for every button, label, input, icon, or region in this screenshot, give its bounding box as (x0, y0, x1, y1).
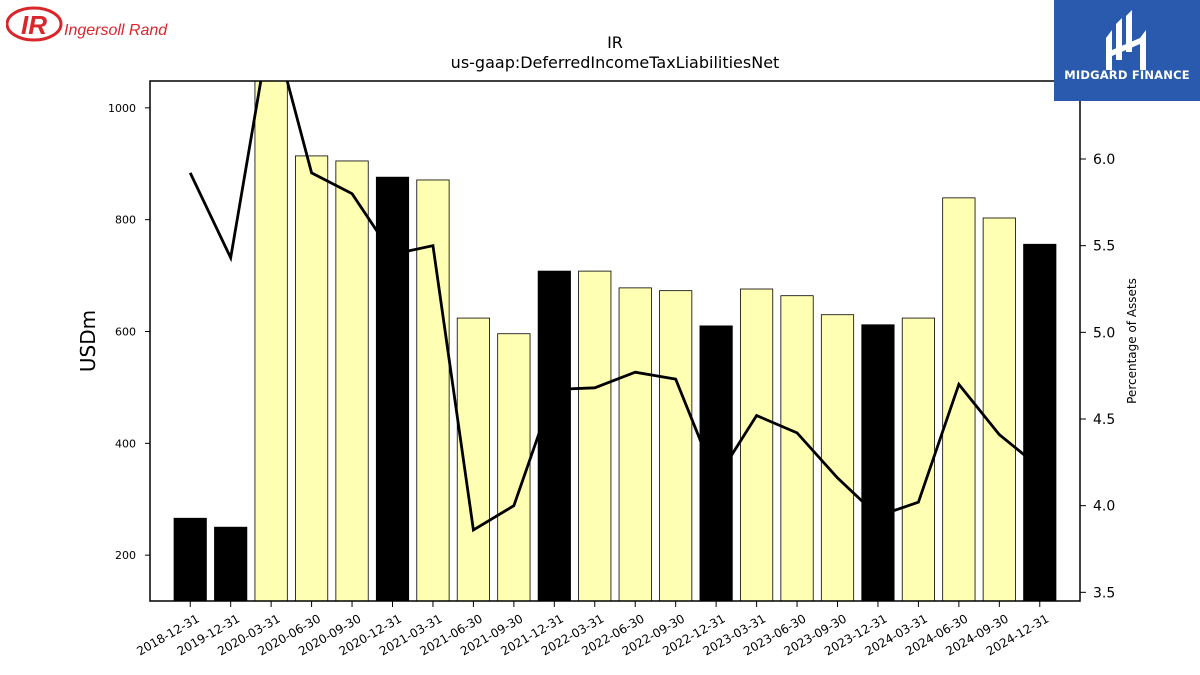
bar-2023-09-30 (820, 314, 855, 601)
y2-tick-label: 6.0 (1093, 152, 1115, 168)
bar-2024-12-31 (1023, 243, 1057, 601)
y-axis-label: USDm (76, 310, 100, 372)
y-tick-label: 800 (115, 214, 136, 227)
y2-tick-label: 5.0 (1093, 325, 1115, 341)
bar-2019-12-31 (214, 526, 248, 601)
y2-tick-label: 4.0 (1093, 499, 1115, 515)
company-logo-mark: IR (21, 10, 47, 40)
y-tick-label: 400 (115, 437, 136, 450)
company-logo-text: Ingersoll Rand (64, 22, 168, 39)
y-axis: 200 400 600 800 1000 (108, 102, 150, 562)
y-tick-label: 1000 (108, 102, 136, 115)
y2-tick-label: 4.5 (1093, 412, 1115, 428)
plot-frame (149, 80, 1081, 602)
publisher-name: MIDGARD FINANCE (1064, 68, 1190, 82)
bar-2022-03-31 (578, 270, 612, 601)
bar-2022-06-30 (618, 287, 652, 601)
y-tick-label: 600 (115, 325, 136, 338)
bar-2022-09-30 (659, 290, 693, 601)
bars-group (173, 81, 1057, 601)
chart-title: IR (607, 33, 623, 52)
bar-2021-12-31 (537, 270, 571, 601)
bar-2021-09-30 (497, 333, 531, 601)
bar-2020-09-30 (335, 160, 369, 601)
y2-tick-label: 3.5 (1093, 585, 1115, 601)
bar-2023-12-31 (861, 324, 895, 601)
percentage-line (188, 81, 1041, 533)
bar-2023-06-30 (780, 295, 814, 601)
line-group (188, 81, 1041, 533)
chart-subtitle: us-gaap:DeferredIncomeTaxLiabilitiesNet (451, 53, 780, 72)
bar-2020-12-31 (375, 176, 410, 601)
company-logo: IR Ingersoll Rand (5, 6, 176, 46)
bar-2021-03-31 (416, 179, 450, 601)
y2-tick-label: 5.5 (1093, 239, 1115, 255)
y2-axis-label: Percentage of Assets (1125, 278, 1139, 404)
bar-2024-09-30 (982, 217, 1016, 601)
bar-2018-12-31 (173, 517, 207, 601)
x-axis: 2018-12-312019-12-312020-03-312020-06-30… (134, 601, 1051, 658)
bar-2023-03-31 (740, 288, 774, 601)
bar-2020-03-31 (254, 81, 288, 601)
y2-axis: 3.5 4.0 4.5 5.0 5.5 6.0 (1080, 152, 1115, 601)
publisher-emblem-icon (1106, 10, 1146, 70)
bar-2020-06-30 (295, 155, 329, 601)
bar-2024-03-31 (901, 317, 935, 601)
company-logo-emblem (5, 6, 63, 42)
y-tick-label: 200 (115, 549, 136, 562)
publisher-logo: MIDGARD FINANCE (1054, 0, 1200, 101)
